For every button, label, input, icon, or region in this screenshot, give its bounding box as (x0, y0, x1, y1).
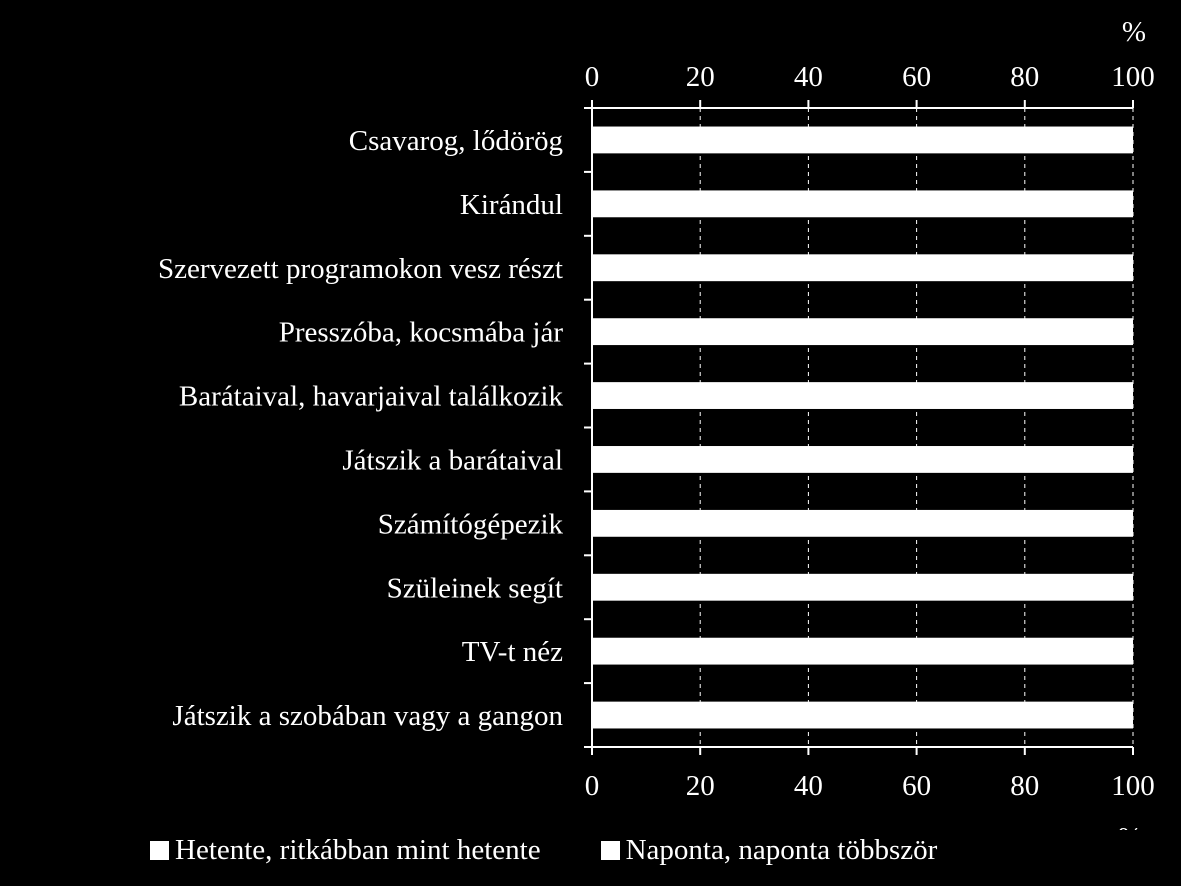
x-axis-unit-top: % (1122, 16, 1146, 48)
x-tick-label-top-0: 0 (585, 61, 600, 93)
legend-label-daily: Naponta, naponta többször (625, 834, 938, 866)
legend: Hetente, ritkábban mint hetente Naponta,… (150, 832, 937, 868)
bar-0-7 (592, 573, 1133, 601)
bar-0-0 (592, 126, 1133, 154)
x-tick-label-bottom-100: 100 (1111, 770, 1155, 802)
x-tick-label-bottom-20: 20 (686, 770, 715, 802)
x-tick-label-top-20: 20 (686, 61, 715, 93)
category-label-9: Játszik a szobában vagy a gangon (172, 700, 563, 732)
legend-swatch-weekly (150, 840, 169, 860)
category-label-1: Kirándul (460, 189, 563, 221)
legend-swatch-daily (600, 840, 620, 860)
legend-label-weekly: Hetente, ritkábban mint hetente (175, 834, 541, 866)
x-tick-label-top-100: 100 (1111, 61, 1155, 93)
category-label-0: Csavarog, lődörög (349, 125, 563, 157)
category-label-2: Szervezett programokon vesz részt (158, 253, 563, 285)
legend-item-weekly: Hetente, ritkábban mint hetente (150, 832, 541, 868)
bar-chart: Csavarog, lődörög Kirándul Szervezett prog… (158, 16, 1155, 830)
axes (584, 100, 1134, 755)
bar-0-8 (592, 637, 1133, 665)
labels: Csavarog, lődörög Kirándul Szervezett prog… (158, 16, 1155, 830)
category-label-3: Presszóba, kocsmába jár (279, 317, 564, 349)
bar-0-2 (592, 254, 1133, 282)
bar-0-1 (592, 190, 1133, 218)
x-tick-label-bottom-0: 0 (585, 770, 600, 802)
category-label-7: Szüleinek segít (387, 572, 563, 604)
x-tick-label-top-80: 80 (1010, 61, 1039, 93)
bar-0-3 (592, 318, 1133, 346)
x-tick-label-bottom-80: 80 (1010, 770, 1039, 802)
legend-item-daily: Naponta, naponta többször (600, 832, 938, 868)
x-tick-label-top-60: 60 (902, 61, 931, 93)
bar-0-5 (592, 446, 1133, 473)
category-label-5: Játszik a barátaival (342, 444, 563, 476)
bars (592, 126, 1133, 729)
x-tick-label-bottom-40: 40 (794, 770, 823, 802)
category-label-8: TV-t néz (462, 636, 563, 668)
bar-0-4 (592, 382, 1133, 409)
x-axis-unit-bottom: % (1118, 822, 1142, 830)
x-tick-label-top-40: 40 (794, 61, 823, 93)
bar-0-9 (592, 701, 1133, 729)
bar-0-6 (592, 509, 1133, 537)
category-label-4: Barátaival, havarjaival találkozik (179, 381, 564, 413)
x-tick-label-bottom-60: 60 (902, 770, 931, 802)
category-label-6: Számítógépezik (378, 508, 564, 540)
